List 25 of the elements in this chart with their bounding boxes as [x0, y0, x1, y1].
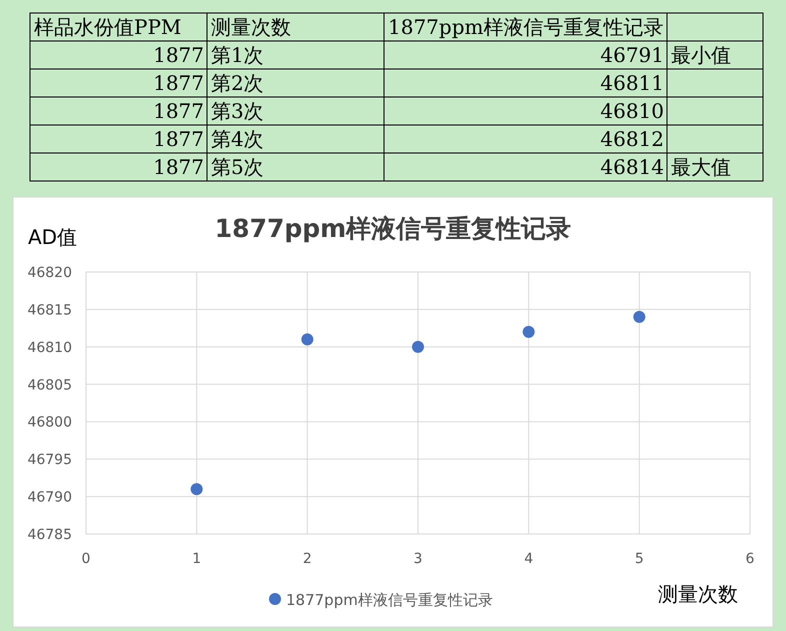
x-tick-label: 1: [192, 551, 202, 567]
point: [190, 483, 203, 496]
y-tick-label: 46795: [27, 452, 72, 468]
y-tick-label: 46810: [27, 340, 72, 356]
y-tick-label: 46800: [27, 414, 72, 431]
legend-label: 1877ppm样液信号重复性记录: [286, 591, 493, 609]
point: [522, 326, 535, 338]
y-tick-label: 46815: [27, 302, 72, 318]
x-tick-label: 2: [302, 551, 312, 567]
x-tick-label: 5: [634, 551, 644, 567]
point: [301, 333, 314, 346]
y-axis-title: AD值: [28, 225, 78, 249]
point: [412, 340, 424, 353]
x-axis-title: 测量次数: [658, 582, 738, 606]
x-tick-label: 0: [82, 551, 90, 567]
point: [633, 310, 646, 323]
y-tick-label: 46790: [27, 490, 72, 506]
x-tick-label: 6: [746, 551, 755, 567]
x-tick-label: 4: [524, 551, 534, 567]
y-tick-label: 46785: [27, 527, 72, 543]
y-tick-label: 46820: [27, 265, 72, 281]
chart-title: 1877ppm样液信号重复性记录: [214, 214, 572, 243]
y-tick-label: 46805: [27, 377, 72, 394]
table: 样品水份值PPM 测量次数 1877ppm样液信号重复性记录 1877 第1次 46791 1877 第2次 46811 1877 第3次 46810 1877 第4次 46812 1877 第5次 46814 最小值 最大值: [30, 12, 764, 182]
x-tick-label: 3: [414, 551, 422, 567]
